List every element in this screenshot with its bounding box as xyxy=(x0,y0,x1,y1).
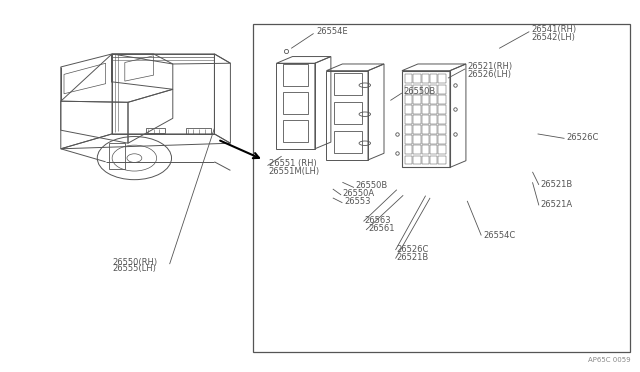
Text: 26521B: 26521B xyxy=(397,253,429,262)
Bar xyxy=(413,105,420,114)
Text: 26551M(LH): 26551M(LH) xyxy=(269,167,320,176)
Bar xyxy=(430,145,437,154)
Text: 26521(RH): 26521(RH) xyxy=(467,62,513,71)
Text: 26550B: 26550B xyxy=(403,87,435,96)
Bar xyxy=(413,84,420,93)
Bar xyxy=(422,74,429,83)
Text: 26526C: 26526C xyxy=(566,133,599,142)
Bar xyxy=(438,105,445,114)
Text: 26551 (RH): 26551 (RH) xyxy=(269,159,317,168)
Bar xyxy=(438,135,445,144)
Bar xyxy=(430,115,437,124)
Bar xyxy=(438,84,445,93)
Bar xyxy=(422,135,429,144)
Bar xyxy=(422,105,429,114)
Text: 26550A: 26550A xyxy=(342,189,374,198)
Text: 26553: 26553 xyxy=(344,197,371,206)
Bar xyxy=(413,135,420,144)
Text: 26542(LH): 26542(LH) xyxy=(531,33,575,42)
Text: 26554C: 26554C xyxy=(483,231,515,240)
Bar xyxy=(430,105,437,114)
Bar xyxy=(405,84,412,93)
Bar xyxy=(438,74,445,83)
Bar xyxy=(405,125,412,134)
Bar xyxy=(438,155,445,164)
Bar xyxy=(413,95,420,104)
Bar xyxy=(405,95,412,104)
Bar xyxy=(334,131,362,153)
Bar xyxy=(430,84,437,93)
Text: 26526C: 26526C xyxy=(397,245,429,254)
Bar xyxy=(430,135,437,144)
Bar xyxy=(438,145,445,154)
Text: AP65C 0059: AP65C 0059 xyxy=(588,357,630,363)
Text: 26521B: 26521B xyxy=(541,180,573,189)
Bar xyxy=(422,95,429,104)
Bar xyxy=(405,155,412,164)
Text: 26521A: 26521A xyxy=(541,200,573,209)
Bar xyxy=(405,115,412,124)
Bar xyxy=(430,125,437,134)
Bar xyxy=(405,135,412,144)
Bar xyxy=(283,64,308,86)
Bar xyxy=(422,155,429,164)
Bar xyxy=(422,84,429,93)
Bar xyxy=(413,74,420,83)
Bar xyxy=(334,102,362,124)
Bar xyxy=(253,24,630,352)
Bar xyxy=(413,145,420,154)
Text: 26555(LH): 26555(LH) xyxy=(112,264,156,273)
Text: 26526(LH): 26526(LH) xyxy=(467,70,511,79)
Bar xyxy=(405,74,412,83)
Bar xyxy=(422,115,429,124)
Bar xyxy=(438,115,445,124)
Bar xyxy=(283,120,308,142)
Bar xyxy=(430,95,437,104)
Text: 26550(RH): 26550(RH) xyxy=(112,258,157,267)
Bar xyxy=(283,92,308,114)
Text: 26561: 26561 xyxy=(368,224,394,233)
Bar xyxy=(334,73,362,95)
Bar xyxy=(430,155,437,164)
Bar xyxy=(413,125,420,134)
Bar xyxy=(422,125,429,134)
Bar xyxy=(438,95,445,104)
Text: 26554E: 26554E xyxy=(317,27,348,36)
Text: 26541(RH): 26541(RH) xyxy=(531,25,577,34)
Bar xyxy=(405,105,412,114)
Bar xyxy=(438,125,445,134)
Bar xyxy=(430,74,437,83)
Text: 26550B: 26550B xyxy=(355,182,387,190)
Bar xyxy=(413,155,420,164)
Bar xyxy=(405,145,412,154)
Text: 26563: 26563 xyxy=(365,216,392,225)
Bar xyxy=(413,115,420,124)
Bar xyxy=(422,145,429,154)
